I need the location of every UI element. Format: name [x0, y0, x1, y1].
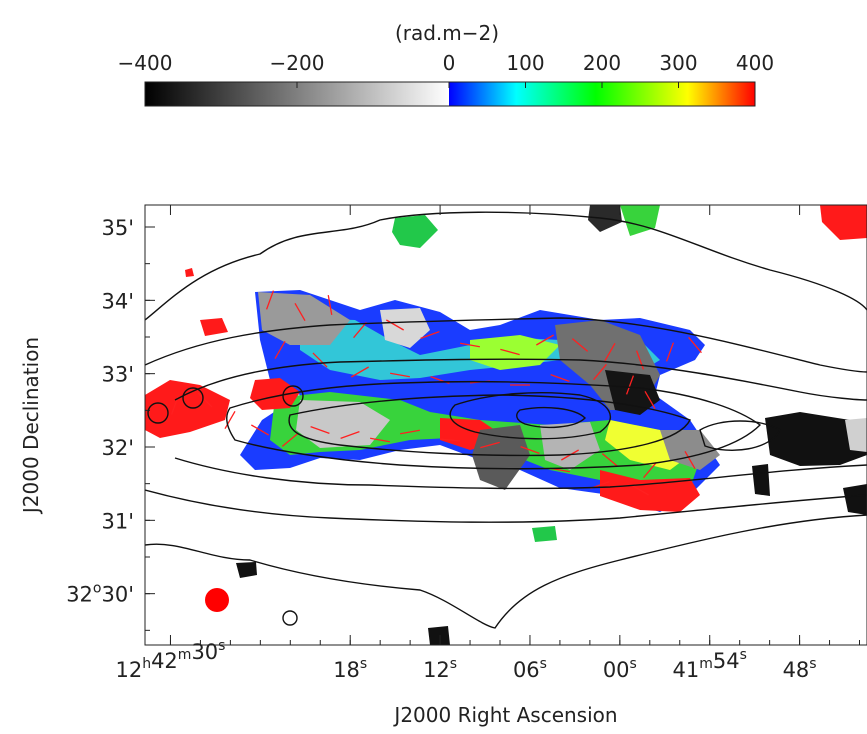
polarization-vector	[688, 336, 702, 354]
y-tick-label: 33'	[102, 363, 135, 387]
polarization-vector	[631, 484, 649, 496]
polarization-vector	[571, 338, 589, 352]
polarization-vector	[439, 438, 461, 442]
polarization-vector	[550, 373, 570, 383]
sky-map	[145, 205, 867, 645]
beam-marker	[205, 588, 229, 612]
polarization-vector	[224, 411, 236, 429]
polarization-vector	[460, 342, 480, 348]
x-tick-label: 12s	[423, 656, 457, 682]
plot-frame	[144, 204, 867, 646]
polarization-vector	[480, 441, 500, 449]
y-axis-title: J2000 Declination	[19, 337, 43, 515]
x-tick-label: 48s	[783, 656, 817, 682]
y-tick-label: 35'	[102, 216, 135, 240]
polarization-vector	[684, 451, 696, 469]
x-axis-title: J2000 Right Ascension	[392, 703, 617, 727]
y-tick-label: 32'	[102, 436, 135, 460]
beam-ellipse	[282, 610, 298, 626]
polarization-vector	[327, 295, 333, 315]
polarization-vector	[520, 445, 540, 455]
x-tick-label: 41m54s	[673, 647, 747, 682]
x-tick-label: 12h42m30s	[115, 638, 225, 682]
polarization-vector	[625, 375, 635, 395]
axis-tick-labels: 12h42m30s 18s 12s 06s 00s 41m54s 48s 35' 34' 33' 3…	[66, 216, 816, 682]
colorbar-tick-label: −200	[270, 51, 325, 75]
polarization-vector	[500, 348, 520, 356]
y-tick-label: 31'	[102, 509, 135, 533]
colorbar-tick-label: 200	[583, 51, 621, 75]
rm-emission-regions	[145, 205, 867, 645]
polarization-vector	[281, 433, 299, 447]
polarization-vector	[643, 461, 657, 479]
colorbar-frame	[144, 81, 756, 107]
polarization-vector	[294, 303, 306, 321]
polarization-vector	[310, 425, 330, 435]
polarization-vector	[400, 429, 420, 435]
polarization-vector	[390, 372, 410, 378]
x-tick-label: 06s	[513, 656, 547, 682]
colorbar-label: (rad.m−2)	[395, 21, 499, 45]
axis-ticks	[145, 205, 861, 645]
polarization-vector	[265, 290, 275, 310]
colorbar: (rad.m−2) −400 −200 0 100 200 300 400	[118, 21, 774, 107]
polarization-vectors	[170, 290, 702, 496]
colorbar-tick-label: 300	[659, 51, 697, 75]
polarization-vector	[197, 392, 213, 408]
polarization-vector	[644, 391, 656, 409]
x-tick-label: 00s	[603, 656, 637, 682]
intensity-contours	[145, 211, 867, 629]
colorbar-tick-label: −400	[118, 51, 173, 75]
polarization-vector	[601, 453, 619, 467]
polarization-vector	[351, 366, 369, 378]
polarization-vector	[604, 343, 616, 361]
x-tick-label: 18s	[333, 656, 367, 682]
polarization-vector	[251, 424, 269, 436]
colorbar-tick-label: 100	[506, 51, 544, 75]
polarization-vector	[386, 319, 404, 331]
colorbar-tick-label: 400	[736, 51, 774, 75]
polarization-vector	[593, 363, 607, 381]
y-tick-label: 34'	[102, 289, 135, 313]
polarization-vector	[665, 342, 675, 362]
polarization-vector	[635, 350, 645, 370]
y-tick-label: 32o30'	[66, 581, 134, 607]
polarization-vector	[340, 430, 360, 440]
polarization-vector	[536, 334, 554, 346]
colorbar-tick-label: 0	[443, 51, 456, 75]
polarization-vector	[420, 330, 440, 340]
polarization-vector	[353, 321, 367, 339]
polarization-vector	[274, 341, 286, 359]
polarization-vector	[370, 437, 390, 443]
polarization-vector	[312, 352, 328, 368]
